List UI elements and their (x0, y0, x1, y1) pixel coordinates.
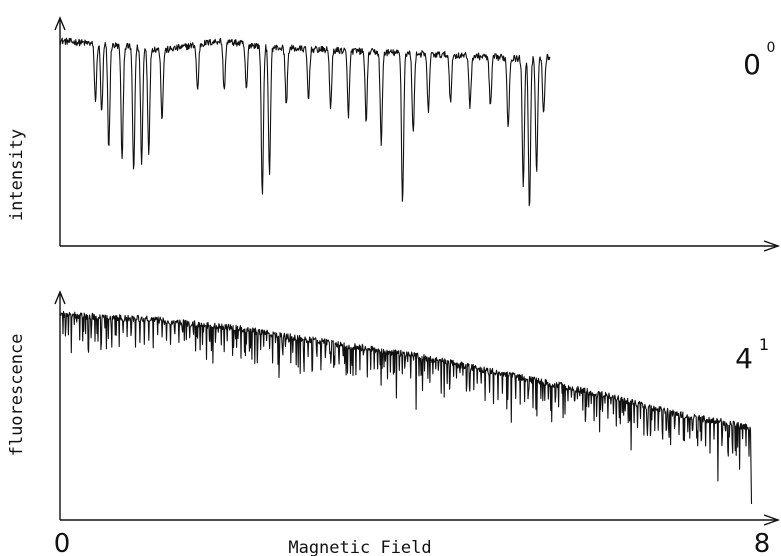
chart-axes (54, 16, 781, 526)
y-axis-label-intensity: intensity (7, 129, 27, 221)
x-axis-arrow-1 (763, 514, 781, 526)
y-axis-arrow-1 (54, 290, 66, 305)
panel-label-bottom-sup: 1 (759, 335, 769, 354)
x-tick-label-8: 8 (754, 529, 771, 556)
panel-label-top: 0 (743, 48, 761, 81)
series-line-0 (59, 37, 551, 207)
chart-labels: intensity fluorescence Magnetic Field 0 … (7, 40, 775, 556)
series-line-4 (59, 311, 753, 505)
y-axis-label-fluorescence: fluorescence (7, 334, 27, 457)
x-axis-arrow-0 (763, 240, 781, 252)
x-axis-label: Magnetic Field (288, 538, 431, 556)
panel-label-bottom: 4 (735, 342, 753, 375)
panel-label-top-sup: 0 (767, 40, 776, 56)
y-axis-arrow-0 (54, 16, 66, 31)
x-tick-label-0: 0 (54, 529, 71, 556)
chart-traces (59, 37, 753, 505)
